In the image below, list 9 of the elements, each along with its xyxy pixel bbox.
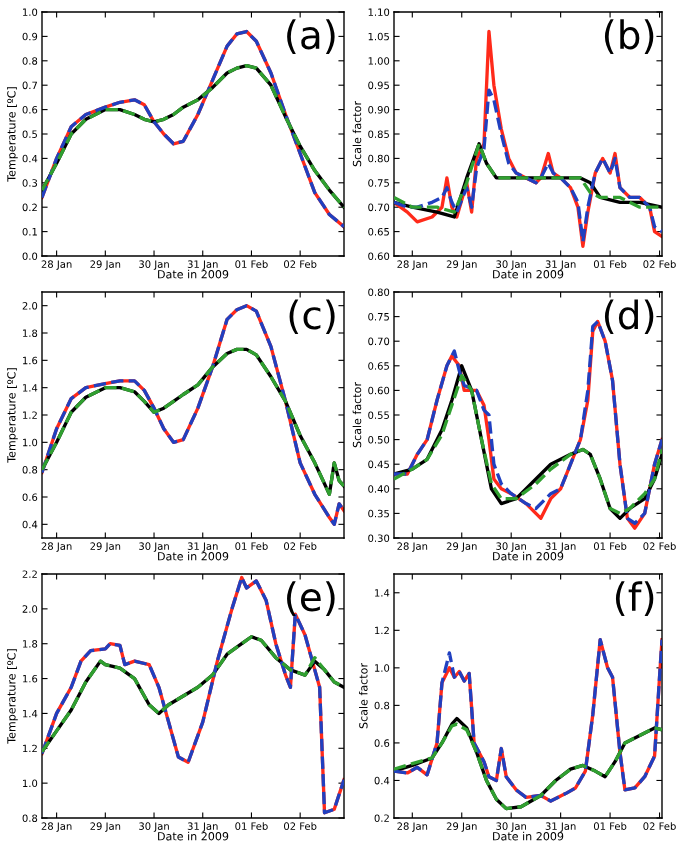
annotation: (d) — [604, 299, 654, 335]
annotation: (a) — [287, 19, 335, 54]
annotation: (c) — [289, 299, 335, 335]
line-series — [394, 638, 662, 803]
annotation: (e) — [287, 581, 335, 616]
line-series — [42, 575, 344, 815]
annotation: (f) — [615, 581, 654, 616]
annotation: (b) — [604, 19, 654, 54]
line-series — [394, 88, 662, 244]
